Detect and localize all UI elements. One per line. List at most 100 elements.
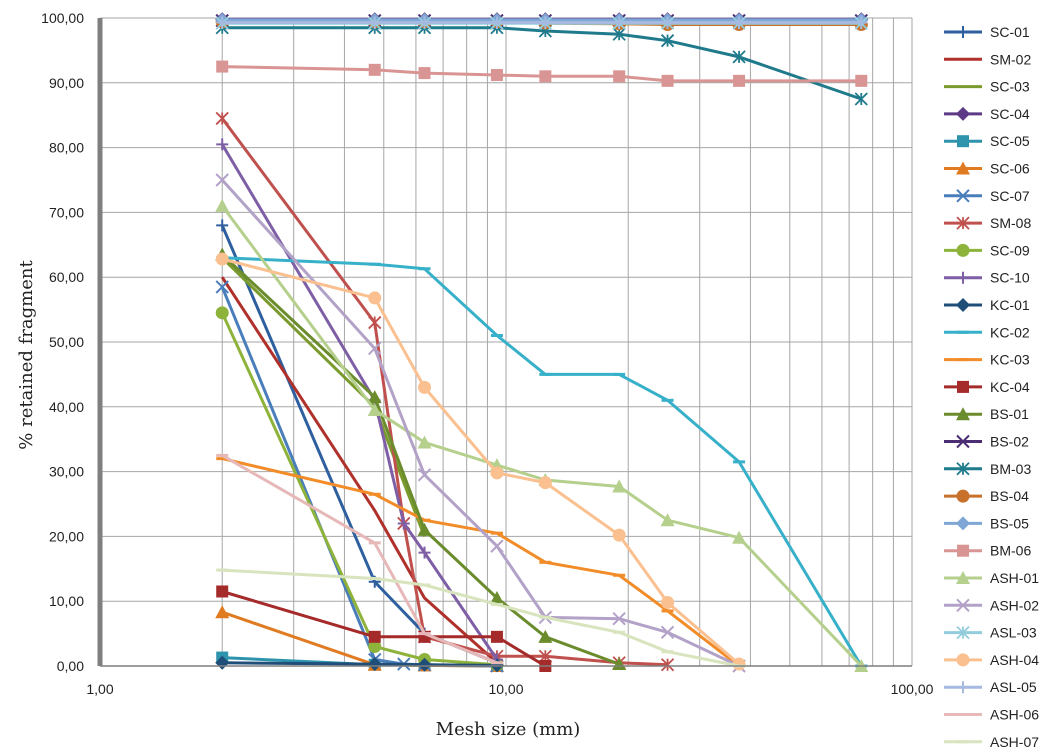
series-line <box>222 568 740 668</box>
data-point <box>956 598 970 613</box>
data-point <box>957 135 969 148</box>
legend-item: SC-06 <box>944 161 1030 177</box>
legend-item: ASH-06 <box>944 707 1039 723</box>
data-point <box>368 640 382 654</box>
data-point <box>661 595 675 609</box>
data-point <box>490 69 503 82</box>
data-point <box>216 138 229 151</box>
data-point <box>215 605 230 619</box>
tick-labels: 0,00 10,00 20,00 30,00 40,00 50,00 60,00 70,00 8… <box>41 10 933 697</box>
data-point <box>368 630 381 643</box>
legend-item: SC-05 <box>944 133 1030 149</box>
y-tick-label: 100,00 <box>41 10 84 26</box>
legend-label: KC-03 <box>990 352 1030 368</box>
legend-label: SC-10 <box>990 270 1030 286</box>
data-point <box>539 70 552 83</box>
legend-item: SC-10 <box>944 270 1030 286</box>
data-point <box>956 216 970 230</box>
series-line <box>221 454 498 665</box>
series-line <box>220 117 668 667</box>
legend-label: SM-02 <box>990 51 1031 67</box>
data-point <box>418 546 431 559</box>
data-point <box>957 26 969 38</box>
data-point <box>490 466 504 480</box>
legend-item: BS-01 <box>944 406 1029 422</box>
legend-item: ASH-02 <box>944 597 1039 613</box>
data-point <box>367 390 382 404</box>
legend-item: ASL-05 <box>944 679 1037 695</box>
data-point <box>733 16 746 29</box>
legend-item: KC-04 <box>944 379 1030 395</box>
data-point <box>418 380 432 394</box>
data-point <box>956 653 970 667</box>
data-point <box>367 403 382 417</box>
plot-area <box>97 12 913 673</box>
data-point <box>957 681 969 694</box>
data-point <box>956 625 970 640</box>
legend-label: BM-06 <box>990 543 1031 559</box>
series-sm-02 <box>220 276 498 664</box>
y-tick-label: 10,00 <box>49 593 84 609</box>
legend-label: SC-04 <box>990 106 1030 122</box>
x-tick-label: 10,00 <box>488 681 523 697</box>
y-tick-label: 50,00 <box>49 334 84 350</box>
data-point <box>215 252 229 266</box>
data-point <box>417 522 432 536</box>
data-point <box>417 657 432 672</box>
series-layer <box>215 12 869 673</box>
y-tick-label: 80,00 <box>49 140 84 156</box>
data-point <box>613 16 626 29</box>
legend-label: SM-08 <box>990 215 1031 231</box>
series-sc-09 <box>215 306 504 672</box>
legend-label: SC-03 <box>990 79 1030 95</box>
y-tick-label: 70,00 <box>49 204 84 220</box>
legend-label: KC-04 <box>990 379 1030 395</box>
data-point <box>490 16 503 29</box>
data-point <box>417 468 432 482</box>
data-point <box>956 462 970 476</box>
legend-label: ASH-02 <box>990 597 1039 613</box>
legend-label: SC-06 <box>990 161 1030 177</box>
legend-item: KC-02 <box>944 324 1030 340</box>
legend-label: BM-03 <box>990 461 1031 477</box>
legend-item: SC-03 <box>944 79 1030 95</box>
y-tick-label: 30,00 <box>49 464 84 480</box>
legend-item: KC-03 <box>944 352 1030 368</box>
legend-label: BS-01 <box>990 406 1029 422</box>
data-point <box>956 516 970 531</box>
data-point <box>854 92 868 106</box>
series-line <box>222 661 498 667</box>
series-line <box>220 312 498 667</box>
data-point <box>612 611 626 626</box>
legend: SC-01 SM-02 SC-03 SC-04 SC-05 SC-06 SC-07 SM-08… <box>944 24 1039 749</box>
data-point <box>956 298 970 312</box>
data-point <box>956 434 970 449</box>
data-point <box>612 657 627 671</box>
data-point <box>368 63 381 76</box>
x-axis-title: Mesh size (mm) <box>436 719 581 740</box>
legend-item: SC-09 <box>944 242 1030 258</box>
data-point <box>956 161 970 175</box>
legend-label: ASH-01 <box>990 570 1039 586</box>
data-point <box>957 544 969 557</box>
legend-item: BS-02 <box>944 434 1029 450</box>
legend-label: SC-07 <box>990 188 1030 204</box>
data-point <box>855 16 868 29</box>
legend-label: KC-02 <box>990 324 1030 340</box>
data-point <box>418 16 431 29</box>
data-point <box>368 291 382 305</box>
data-point <box>215 198 230 212</box>
legend-item: ASL-03 <box>944 625 1037 641</box>
data-point <box>956 189 970 203</box>
data-point <box>956 106 970 121</box>
data-point <box>216 219 229 232</box>
series-ash-06 <box>216 453 503 665</box>
legend-item: ASH-04 <box>944 652 1039 668</box>
series-ash-04 <box>215 252 746 671</box>
data-point <box>732 530 747 544</box>
data-point <box>660 513 675 527</box>
legend-item: ASH-01 <box>944 570 1039 586</box>
data-point <box>538 476 552 490</box>
